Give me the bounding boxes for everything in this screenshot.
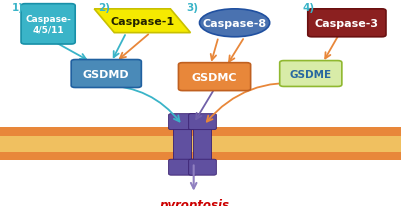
Polygon shape: [94, 10, 190, 33]
FancyBboxPatch shape: [280, 61, 342, 87]
Text: 1): 1): [12, 3, 24, 13]
Text: Caspase-3: Caspase-3: [315, 19, 379, 29]
FancyBboxPatch shape: [173, 123, 192, 166]
Bar: [0, 152, 401, 161]
FancyBboxPatch shape: [21, 5, 75, 45]
Text: 2): 2): [98, 3, 110, 13]
Text: Caspase-
4/5/11: Caspase- 4/5/11: [25, 15, 71, 34]
Text: 4): 4): [303, 3, 315, 13]
Text: Caspase-1: Caspase-1: [110, 17, 174, 27]
FancyBboxPatch shape: [193, 123, 212, 166]
Bar: [0, 136, 401, 152]
FancyBboxPatch shape: [178, 63, 251, 91]
FancyBboxPatch shape: [168, 114, 196, 130]
Text: GSDMD: GSDMD: [83, 69, 130, 79]
Text: GSDMC: GSDMC: [192, 72, 237, 82]
FancyBboxPatch shape: [168, 159, 196, 175]
Ellipse shape: [199, 10, 269, 37]
FancyBboxPatch shape: [188, 159, 217, 175]
FancyBboxPatch shape: [71, 60, 141, 88]
Text: Caspase-8: Caspase-8: [203, 19, 267, 29]
Text: 3): 3): [186, 3, 198, 13]
FancyBboxPatch shape: [308, 10, 386, 37]
FancyBboxPatch shape: [188, 114, 217, 130]
Text: GSDME: GSDME: [290, 69, 332, 79]
Bar: [0, 128, 401, 136]
Text: pyroptosis: pyroptosis: [159, 198, 229, 206]
